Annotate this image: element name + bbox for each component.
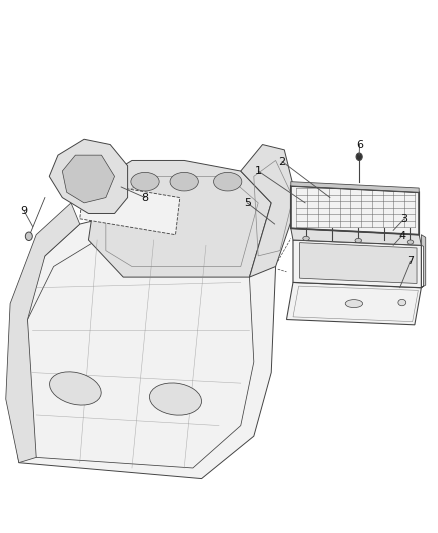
Text: 3: 3 <box>400 214 407 224</box>
Circle shape <box>25 232 32 240</box>
Polygon shape <box>49 139 127 214</box>
Polygon shape <box>421 235 426 288</box>
Ellipse shape <box>49 372 101 405</box>
Polygon shape <box>293 240 421 288</box>
Ellipse shape <box>345 300 363 308</box>
Text: 5: 5 <box>244 198 251 208</box>
Ellipse shape <box>214 172 242 191</box>
Ellipse shape <box>407 240 414 244</box>
Polygon shape <box>286 282 421 325</box>
Text: 6: 6 <box>356 140 363 150</box>
Ellipse shape <box>356 153 362 160</box>
Text: 8: 8 <box>141 192 148 203</box>
Polygon shape <box>241 144 297 277</box>
Polygon shape <box>6 203 80 463</box>
Ellipse shape <box>170 172 198 191</box>
Polygon shape <box>62 155 115 203</box>
Text: 2: 2 <box>279 157 286 166</box>
Polygon shape <box>23 235 254 468</box>
Polygon shape <box>291 186 419 235</box>
Polygon shape <box>300 243 417 284</box>
Polygon shape <box>80 182 180 235</box>
Text: 9: 9 <box>21 206 28 216</box>
Ellipse shape <box>131 172 159 191</box>
Polygon shape <box>291 228 421 245</box>
Polygon shape <box>88 160 271 277</box>
Ellipse shape <box>355 238 361 243</box>
Text: 1: 1 <box>254 166 261 176</box>
Text: 7: 7 <box>407 256 414 266</box>
Polygon shape <box>291 182 419 192</box>
Ellipse shape <box>149 383 201 415</box>
Polygon shape <box>10 214 276 479</box>
Ellipse shape <box>303 236 309 240</box>
Ellipse shape <box>398 300 406 306</box>
Text: 4: 4 <box>398 231 405 241</box>
